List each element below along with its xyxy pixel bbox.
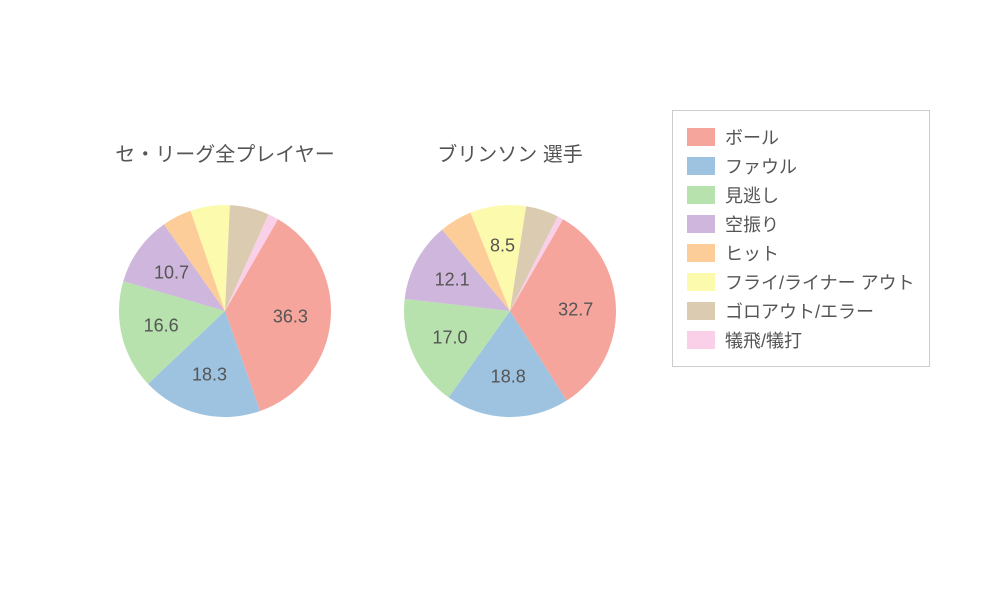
pie-svg-right — [384, 185, 636, 437]
pie-slice-label: 32.7 — [558, 299, 593, 320]
pie-wrap-right: 32.7 18.8 17.0 12.1 8.5 — [384, 185, 636, 437]
pie-slice-label: 18.3 — [192, 364, 227, 385]
legend-label: ヒット — [725, 240, 779, 266]
legend-label: ゴロアウト/エラー — [725, 298, 874, 324]
legend-swatch — [687, 215, 715, 233]
pie-title-left: セ・リーグ全プレイヤー — [99, 138, 351, 167]
legend-row: フライ/ライナー アウト — [687, 269, 915, 295]
pie-slice-label: 12.1 — [435, 269, 470, 290]
legend-swatch — [687, 302, 715, 320]
legend-swatch — [687, 273, 715, 291]
chart-container: セ・リーグ全プレイヤー 36.3 18.3 16.6 10.7 ブリンソン 選手 32… — [0, 0, 1000, 600]
pie-svg-left — [99, 185, 351, 437]
legend-label: 犠飛/犠打 — [725, 327, 802, 353]
legend-swatch — [687, 186, 715, 204]
pie-slice-label: 8.5 — [490, 235, 515, 256]
legend-swatch — [687, 128, 715, 146]
legend-row: 空振り — [687, 211, 915, 237]
pie-title-right: ブリンソン 選手 — [384, 138, 636, 167]
pie-slice-label: 16.6 — [144, 316, 179, 337]
legend-row: 見逃し — [687, 182, 915, 208]
legend-row: 犠飛/犠打 — [687, 327, 915, 353]
legend-row: ヒット — [687, 240, 915, 266]
pie-slice-label: 17.0 — [432, 327, 467, 348]
pie-wrap-left: 36.3 18.3 16.6 10.7 — [99, 185, 351, 437]
legend-label: 見逃し — [725, 182, 779, 208]
legend-swatch — [687, 244, 715, 262]
legend-swatch — [687, 331, 715, 349]
pie-section-left: セ・リーグ全プレイヤー 36.3 18.3 16.6 10.7 — [99, 138, 351, 437]
legend-row: ゴロアウト/エラー — [687, 298, 915, 324]
legend: ボールファウル見逃し空振りヒットフライ/ライナー アウトゴロアウト/エラー犠飛/… — [672, 110, 930, 367]
legend-row: ファウル — [687, 153, 915, 179]
legend-label: 空振り — [725, 211, 779, 237]
legend-label: ファウル — [725, 153, 797, 179]
legend-label: ボール — [725, 124, 779, 150]
pie-section-right: ブリンソン 選手 32.7 18.8 17.0 12.1 8.5 — [384, 138, 636, 437]
pie-slice-label: 10.7 — [154, 262, 189, 283]
legend-label: フライ/ライナー アウト — [725, 269, 915, 295]
pie-slice-label: 36.3 — [273, 307, 308, 328]
legend-swatch — [687, 157, 715, 175]
legend-row: ボール — [687, 124, 915, 150]
pie-slice-label: 18.8 — [491, 366, 526, 387]
